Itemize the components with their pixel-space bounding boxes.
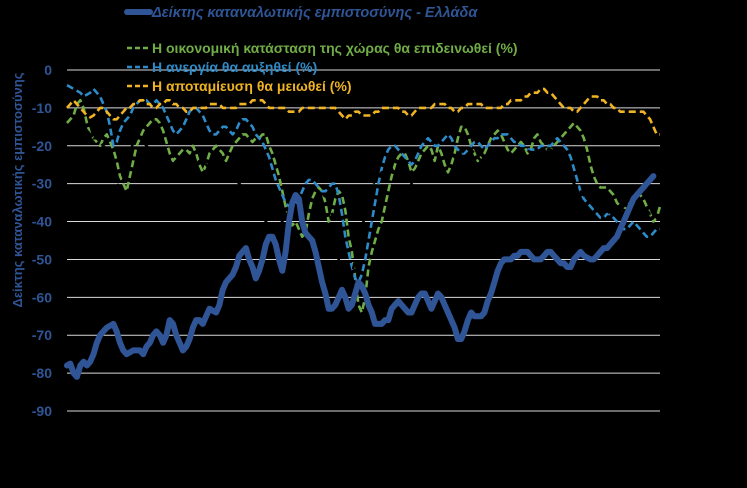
legend-label-0: Δείκτης καταναλωτικής εμπιστοσύνης - Ελλ…: [151, 5, 478, 21]
series-line-1: [66, 99, 662, 314]
y-tick-label: 0: [44, 62, 52, 78]
y-tick-label: -70: [32, 327, 52, 343]
y-tick-label: -10: [32, 100, 52, 116]
series-line-0: [64, 173, 657, 380]
y-tick-label: -50: [32, 251, 52, 267]
series-line-4: [66, 118, 661, 284]
y-axis-ticks: 0 -10 -20 -30 -40 -50 -60 -70 -80 -90: [32, 62, 52, 419]
y-tick-label: -30: [32, 176, 52, 192]
series-lines: [64, 84, 662, 380]
y-tick-label: -20: [32, 138, 52, 154]
y-tick-label: -80: [32, 365, 52, 381]
gridlines: [67, 69, 660, 412]
legend-label-3: Η αποταμίευση θα μειωθεί (%): [152, 78, 352, 94]
legend-label-2: Η ανεργία θα αυξηθεί (%): [152, 59, 317, 75]
y-tick-label: -90: [32, 403, 52, 419]
series-line-3: [66, 87, 660, 136]
legend-label-1: Η οικονομική κατάσταση της χώρας θα επιδ…: [152, 40, 518, 56]
legend: Δείκτης καταναλωτικής εμπιστοσύνης - Ελλ…: [124, 5, 518, 94]
y-tick-label: -40: [32, 214, 52, 230]
y-axis-label: Δείκτης καταναλωτικής εμπιστοσύνης: [10, 72, 25, 307]
y-tick-label: -60: [32, 289, 52, 305]
series-line-2: [66, 84, 660, 284]
